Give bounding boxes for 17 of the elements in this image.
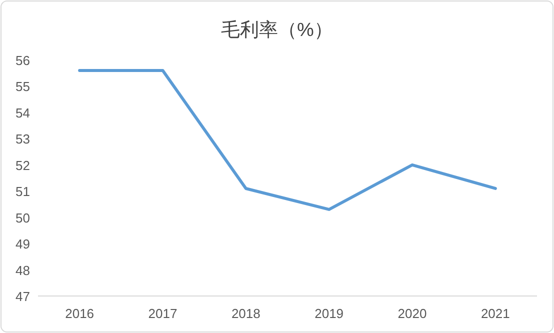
xtick: 2018 bbox=[231, 306, 260, 321]
ytick: 56 bbox=[16, 53, 30, 68]
title: 毛利率（%） bbox=[221, 20, 333, 41]
xtick: 2019 bbox=[314, 306, 344, 321]
xtick: 2017 bbox=[148, 306, 178, 321]
xtick: 2021 bbox=[480, 306, 510, 321]
ytick: 48 bbox=[16, 262, 30, 278]
ytick: 51 bbox=[16, 184, 30, 200]
ytick: 52 bbox=[16, 158, 30, 173]
ytick: 49 bbox=[16, 236, 30, 252]
xtick: 2016 bbox=[65, 306, 94, 321]
ytick: 50 bbox=[16, 210, 30, 226]
ytick: 53 bbox=[16, 132, 30, 147]
xtick: 2020 bbox=[398, 306, 427, 321]
ytick: 54 bbox=[16, 105, 30, 120]
ytick: 47 bbox=[16, 289, 30, 304]
ytick: 55 bbox=[16, 79, 30, 94]
